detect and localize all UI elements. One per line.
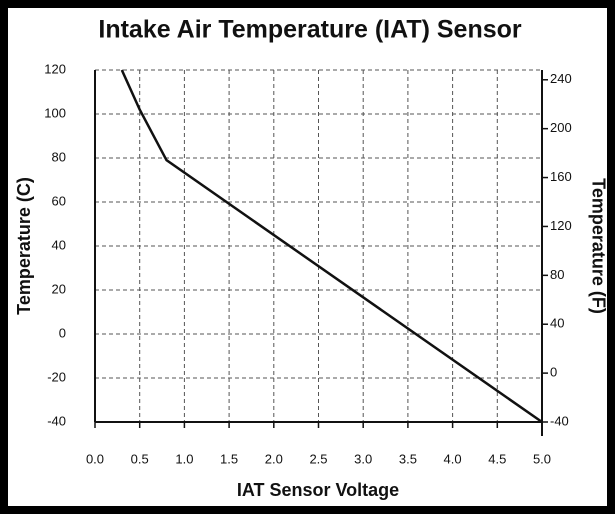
chart-title: Intake Air Temperature (IAT) Sensor — [98, 16, 522, 44]
x-tick-label: 2.0 — [265, 451, 283, 466]
x-tick-label: 1.0 — [175, 451, 193, 466]
y2-tick-label: 120 — [550, 218, 572, 233]
x-tick-label: 4.5 — [488, 451, 506, 466]
x-tick-label: 1.5 — [220, 451, 238, 466]
y-tick-label: -20 — [47, 369, 66, 384]
x-axis-label: IAT Sensor Voltage — [237, 480, 399, 500]
y2-tick-label: 200 — [550, 120, 572, 135]
y-tick-label: 100 — [44, 105, 66, 120]
y2-tick-label: 240 — [550, 71, 572, 86]
y-tick-label: 60 — [52, 193, 66, 208]
x-tick-label: 0.5 — [131, 451, 149, 466]
y2-axis-label: Temperature (F) — [588, 178, 608, 314]
y-tick-label: 80 — [52, 149, 66, 164]
y-axis-label: Temperature (C) — [14, 177, 34, 315]
y-tick-label: 20 — [52, 281, 66, 296]
y2-tick-label: 160 — [550, 169, 572, 184]
y2-tick-label: 80 — [550, 267, 564, 282]
x-tick-label: 0.0 — [86, 451, 104, 466]
x-tick-label: 2.5 — [309, 451, 327, 466]
y-tick-label: 40 — [52, 237, 66, 252]
y2-tick-label: -40 — [550, 413, 569, 428]
y-tick-label: 0 — [59, 325, 66, 340]
y2-tick-label: 0 — [550, 365, 557, 380]
y2-tick-label: 40 — [550, 316, 564, 331]
x-tick-label: 3.5 — [399, 451, 417, 466]
x-tick-label: 4.0 — [444, 451, 462, 466]
y-tick-label: -40 — [47, 413, 66, 428]
y-tick-label: 120 — [44, 61, 66, 76]
data-line — [120, 69, 543, 424]
x-tick-label: 3.0 — [354, 451, 372, 466]
x-tick-label: 5.0 — [533, 451, 551, 466]
